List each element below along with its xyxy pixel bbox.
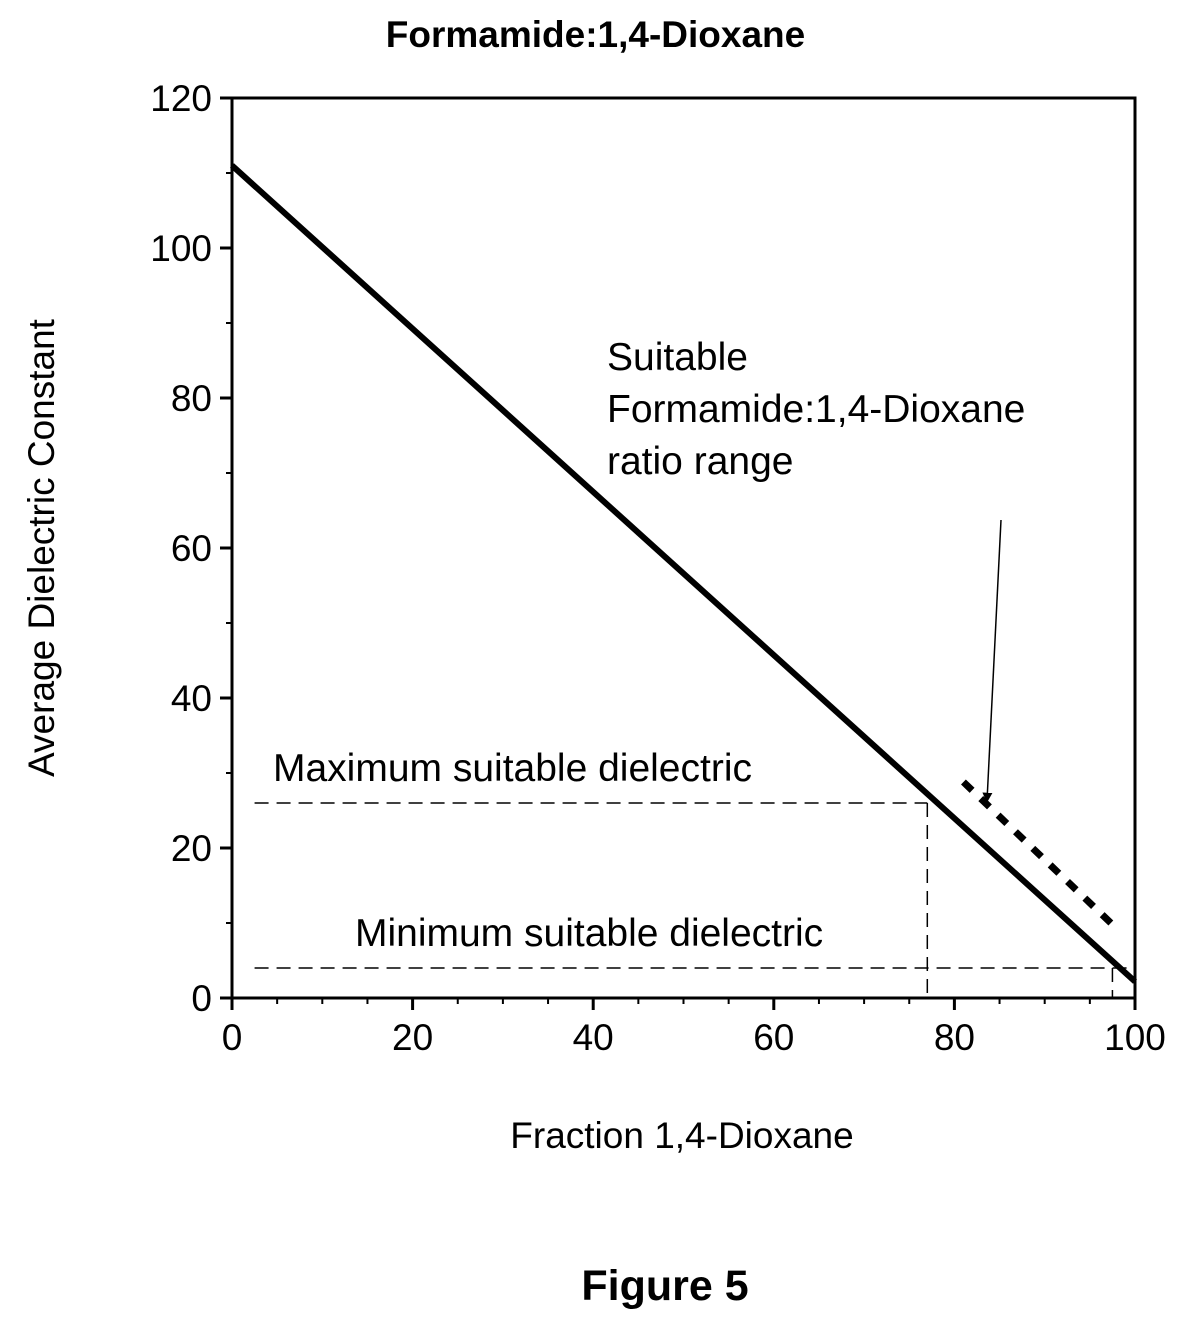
- annotation-line: Formamide:1,4-Dioxane: [607, 388, 1025, 431]
- series-line-dotted: [961, 779, 1115, 928]
- x-tick-label: 80: [934, 1017, 975, 1058]
- chart-title: Formamide:1,4-Dioxane: [385, 14, 806, 55]
- x-tick-label: 20: [392, 1017, 433, 1058]
- y-tick-label: 100: [150, 228, 212, 269]
- x-tick-label: 60: [753, 1017, 794, 1058]
- x-tick-label: 40: [573, 1017, 614, 1058]
- figure-caption: Figure 5: [581, 1262, 749, 1310]
- y-tick-label: 20: [171, 828, 212, 869]
- y-tick-label: 0: [191, 978, 212, 1019]
- reference-line-label: Minimum suitable dielectric: [355, 912, 823, 955]
- reference-line-label: Maximum suitable dielectric: [273, 747, 752, 790]
- series-line-solid: [229, 163, 1138, 984]
- labels-layer: Maximum suitable dielectric Minimum suita…: [273, 336, 1025, 955]
- annotation-line: ratio range: [607, 440, 793, 483]
- x-axis-label: Fraction 1,4-Dioxane: [510, 1115, 853, 1156]
- y-axis-label: Average Dielectric Constant: [21, 318, 62, 777]
- y-tick-label: 120: [150, 78, 212, 119]
- y-tick-label: 60: [171, 528, 212, 569]
- annotation-line: Suitable: [607, 336, 748, 379]
- annotation-text: Suitable Formamide:1,4-Dioxane ratio range: [607, 336, 1025, 483]
- reference-lines-layer: [254, 802, 1135, 998]
- x-tick-label: 100: [1104, 1017, 1166, 1058]
- y-tick-label: 80: [171, 378, 212, 419]
- annotation-arrow: [982, 519, 1002, 803]
- series-layer: [229, 163, 1138, 984]
- x-tick-label: 0: [222, 1017, 243, 1058]
- ticks-layer: 0 20 40 60 80 100 120 0 20 40 60 80 100: [150, 78, 1166, 1058]
- y-tick-label: 40: [171, 678, 212, 719]
